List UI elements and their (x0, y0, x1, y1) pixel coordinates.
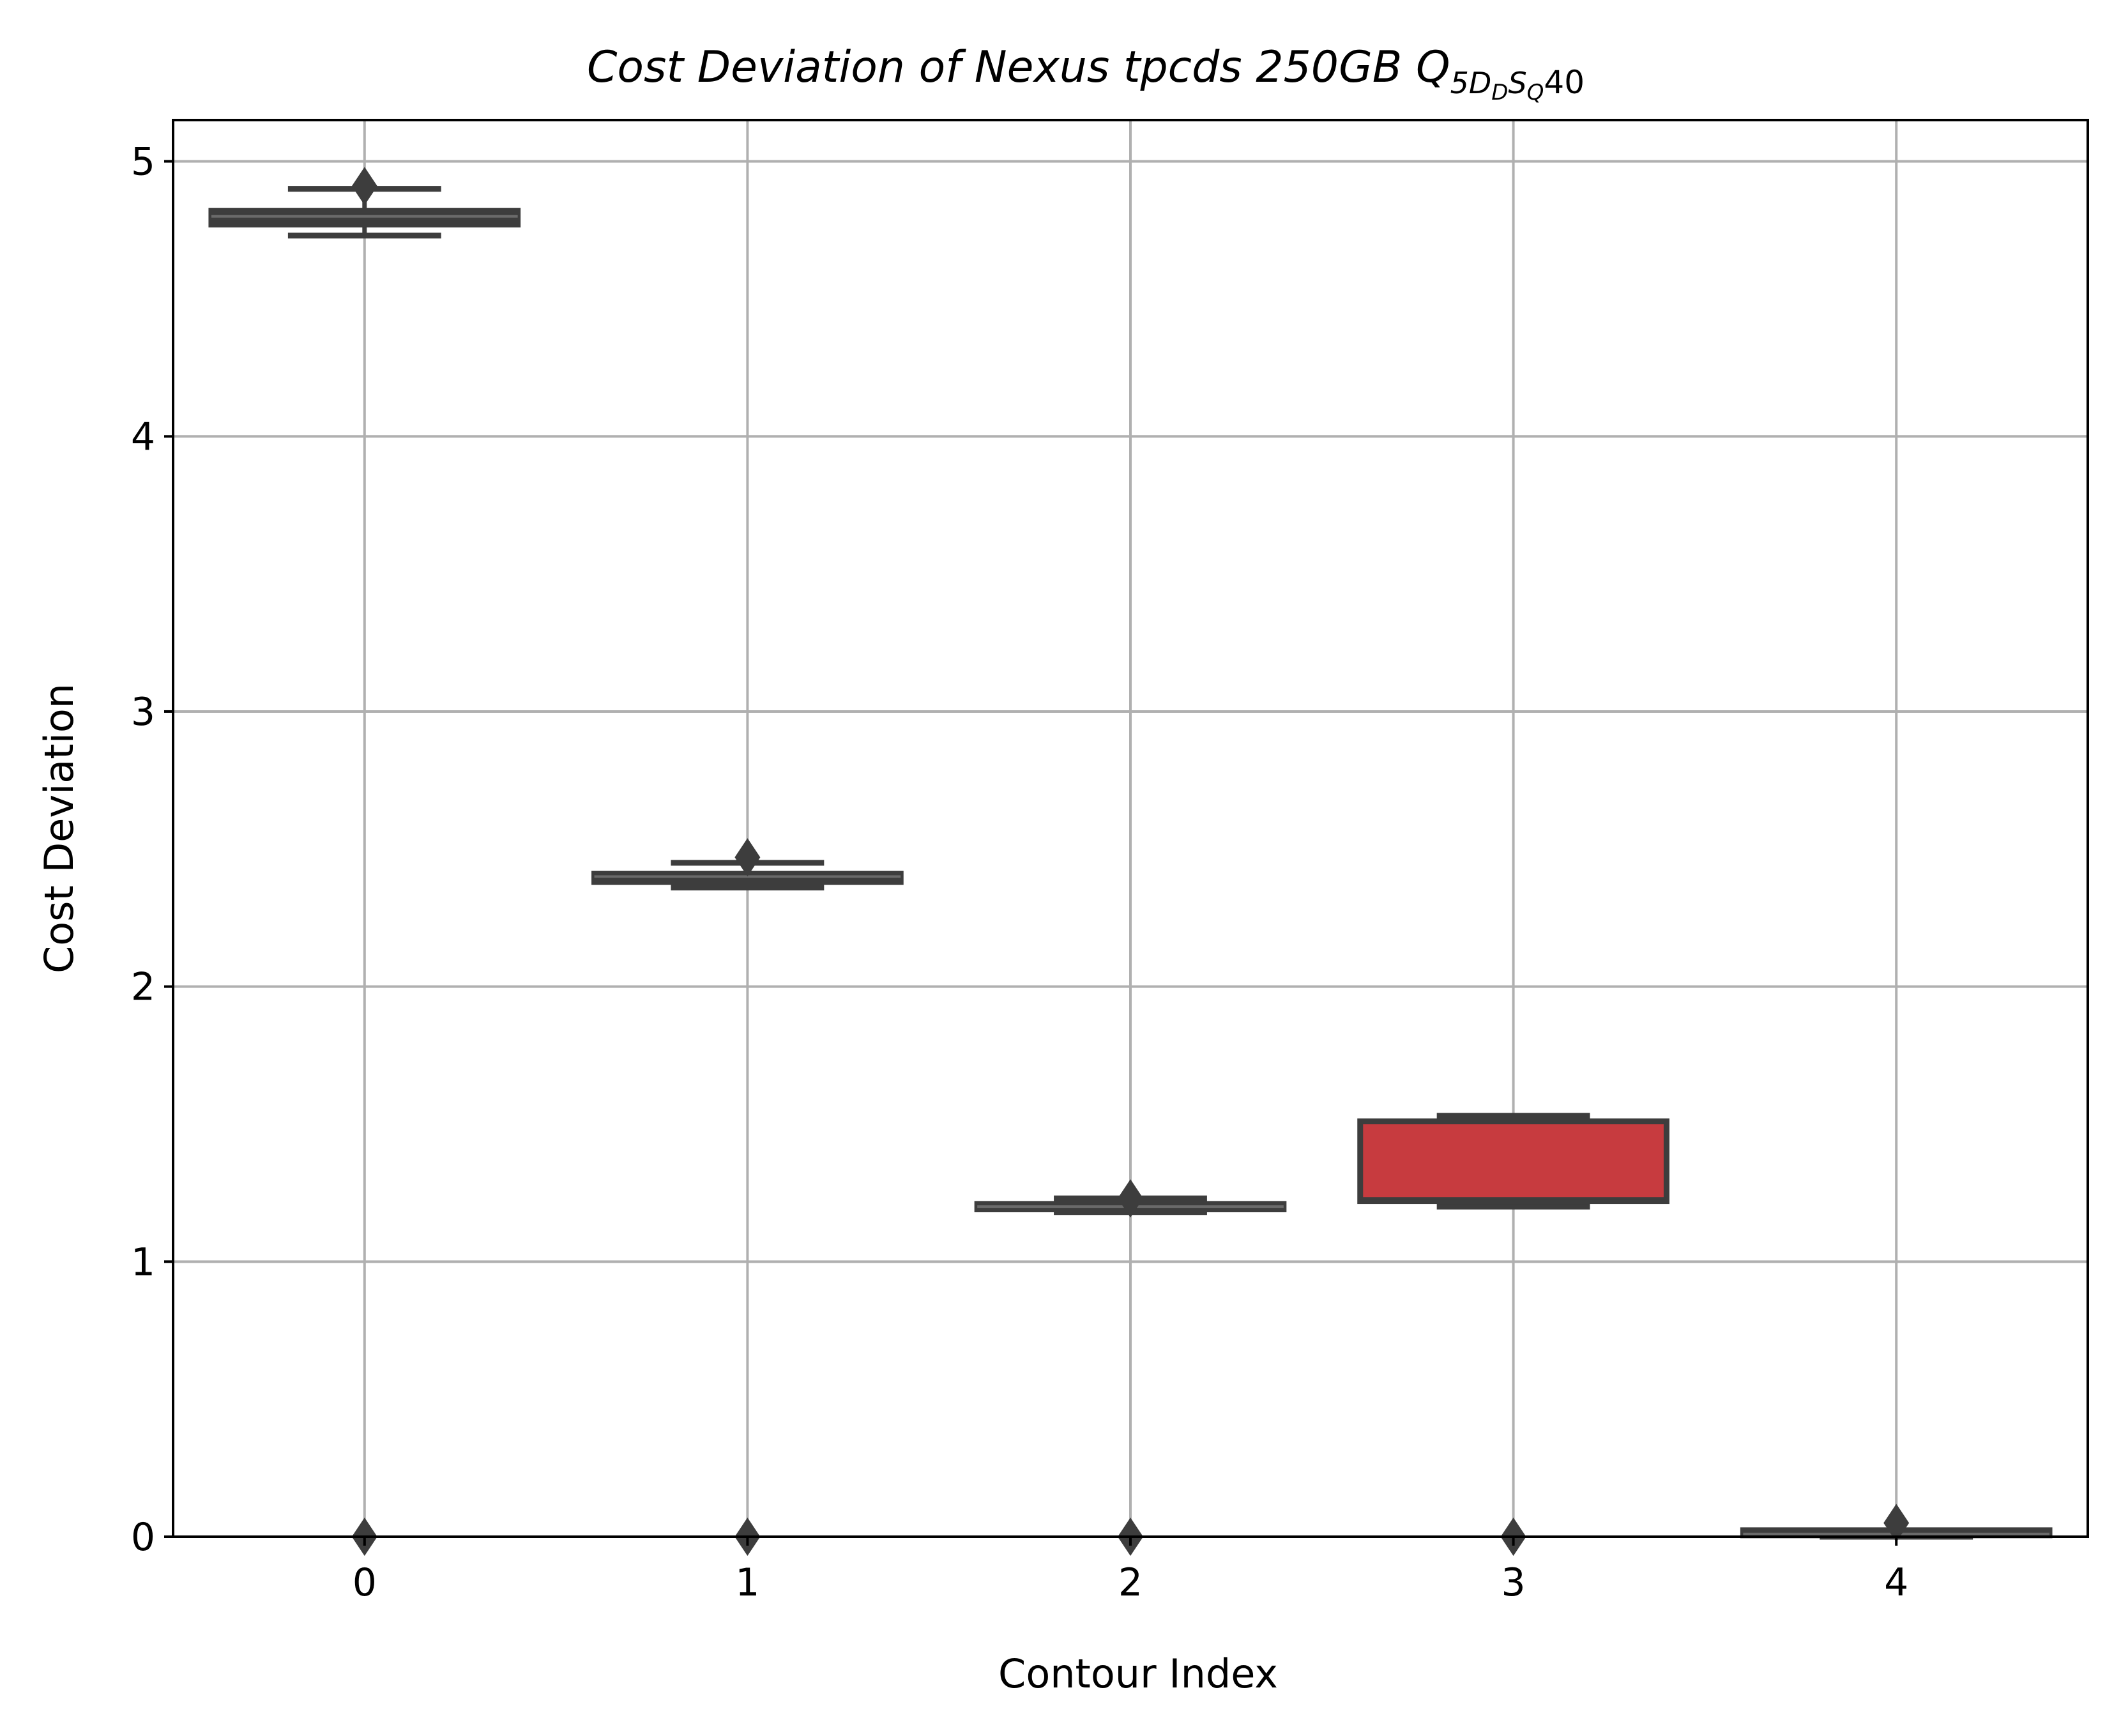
outlier-marker (734, 838, 761, 877)
iqr-box (1357, 1118, 1669, 1205)
x-tick-label: 3 (1501, 1560, 1526, 1605)
box-3 (1357, 1113, 1669, 1556)
grid-lines (173, 120, 2088, 1538)
y-tick-label: 2 (131, 965, 155, 1010)
outlier-marker (1118, 1179, 1143, 1218)
axis-ticks: 0 1 2 3 4 5 0 1 2 3 4 (131, 140, 1908, 1605)
x-tick-label: 2 (1118, 1560, 1143, 1605)
y-axis-label: Cost Deviation (36, 683, 82, 973)
y-tick-label: 5 (131, 140, 155, 185)
y-tick-label: 4 (131, 415, 155, 459)
y-tick-label: 3 (131, 690, 155, 735)
chart-title: Cost Deviation of Nexus tpcds 250GB Q5DD… (587, 42, 1585, 105)
x-tick-label: 0 (353, 1560, 377, 1605)
outlier-marker (351, 167, 377, 206)
outlier-marker (1883, 1504, 1910, 1542)
iqr-box (208, 208, 521, 228)
y-tick-label: 0 (131, 1515, 155, 1560)
x-axis-label: Contour Index (998, 1650, 1278, 1697)
x-tick-label: 4 (1884, 1560, 1908, 1605)
box-plot-series (208, 167, 2053, 1556)
x-tick-label: 1 (735, 1560, 759, 1605)
box-0 (208, 167, 521, 1556)
box-1 (591, 838, 904, 1556)
y-tick-label: 1 (131, 1240, 155, 1284)
box-2 (974, 1179, 1287, 1556)
